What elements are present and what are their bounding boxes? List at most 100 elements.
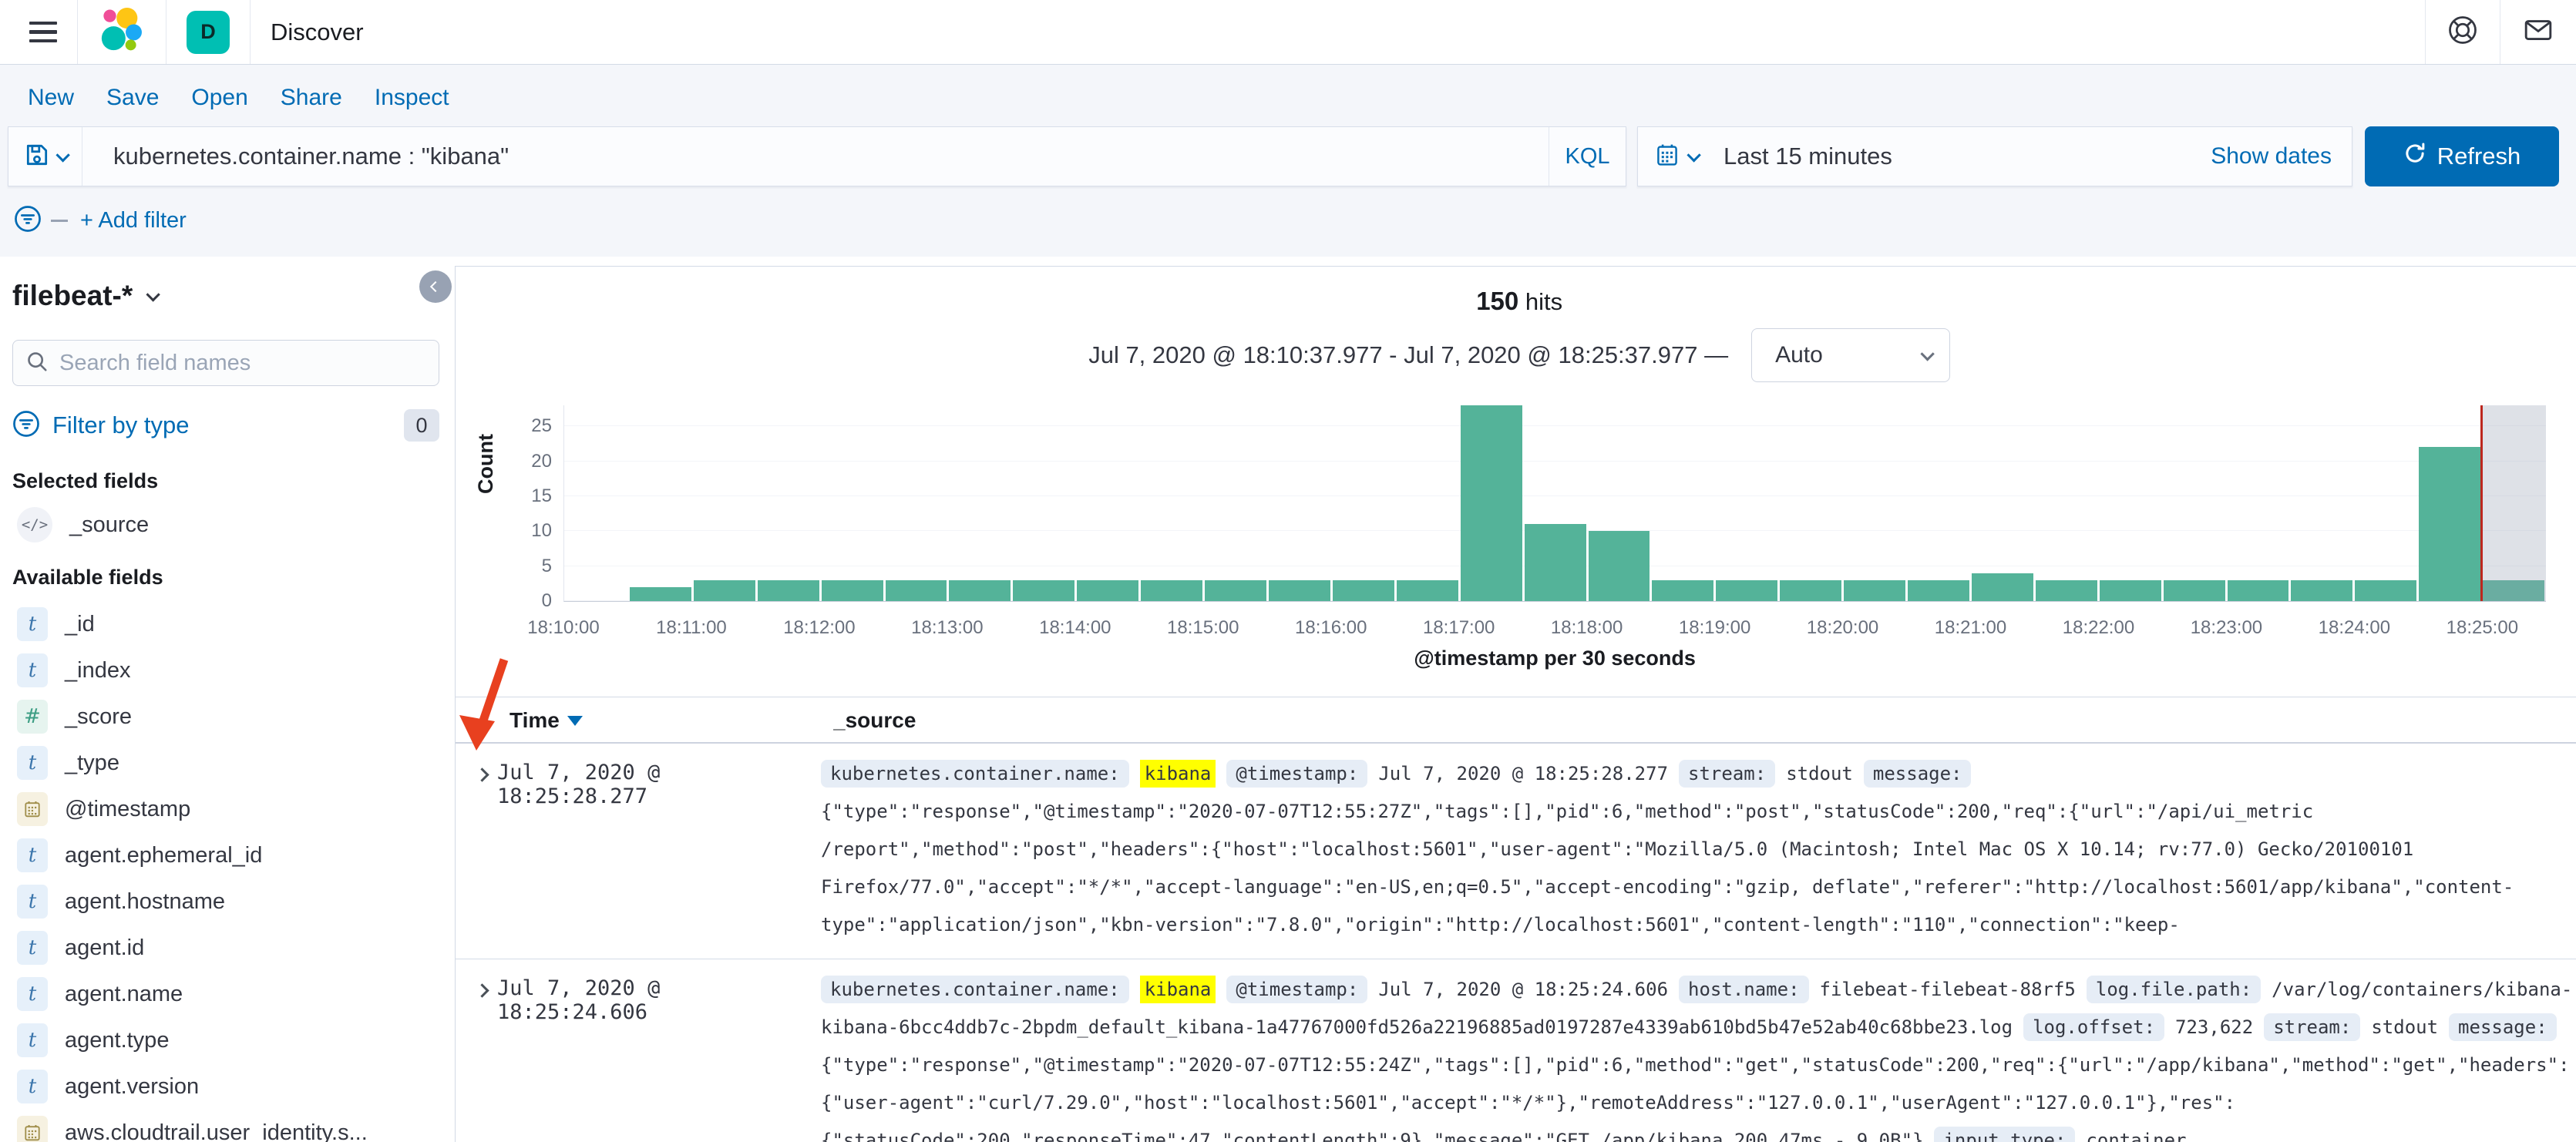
histogram-bar[interactable] xyxy=(949,579,1011,601)
histogram-bar[interactable] xyxy=(1205,579,1266,601)
field-item-_source[interactable]: </> _source xyxy=(12,507,439,542)
saved-query-menu-button[interactable] xyxy=(8,127,82,186)
histogram-bar[interactable] xyxy=(1524,524,1586,601)
field-value-text: Firefox/77.0","accept":"*/*","accept-lan… xyxy=(821,875,2514,898)
field-item-_score[interactable]: # _score xyxy=(12,699,439,734)
save-button[interactable]: Save xyxy=(106,85,160,110)
help-icon[interactable] xyxy=(2446,13,2480,51)
field-name-badge: kubernetes.container.name: xyxy=(821,759,1129,788)
source-column-header: _source xyxy=(833,708,916,732)
field-name-badge: input.type: xyxy=(1934,1126,2076,1142)
field-label: agent.name xyxy=(65,981,183,1006)
histogram-bar[interactable] xyxy=(1716,579,1778,601)
histogram-bar[interactable] xyxy=(1141,579,1203,601)
histogram-bar[interactable] xyxy=(757,579,819,601)
open-button[interactable]: Open xyxy=(191,85,248,110)
histogram-bar[interactable] xyxy=(1332,579,1394,601)
time-column-header[interactable]: Time xyxy=(509,708,583,733)
field-name-badge: stream: xyxy=(2264,1013,2361,1041)
field-item-agent.id[interactable]: t agent.id xyxy=(12,930,439,966)
search-field-names-input[interactable] xyxy=(59,350,426,376)
field-item-agent.type[interactable]: t agent.type xyxy=(12,1023,439,1058)
filter-by-type-button[interactable]: Filter by type 0 xyxy=(12,409,439,442)
field-label: _index xyxy=(65,657,131,683)
field-item-agent.name[interactable]: t agent.name xyxy=(12,976,439,1012)
table-row: Jul 7, 2020 @ 18:25:24.606 kubernetes.con… xyxy=(456,959,2576,1142)
x-tick-label: 18:18:00 xyxy=(1550,617,1623,638)
x-tick-label: 18:11:00 xyxy=(656,617,727,638)
field-item-aws.cloudtrail.user_identity.s...[interactable]: aws.cloudtrail.user_identity.s... xyxy=(12,1115,439,1142)
histogram-bar[interactable] xyxy=(2099,579,2161,601)
histogram-bar[interactable] xyxy=(2163,579,2225,601)
mail-icon[interactable] xyxy=(2521,12,2556,52)
field-item-_index[interactable]: t _index xyxy=(12,653,439,688)
field-label: agent.type xyxy=(65,1027,170,1053)
histogram-bar[interactable] xyxy=(1077,579,1139,601)
query-input[interactable]: kubernetes.container.name : "kibana" xyxy=(113,143,509,170)
date-field-icon xyxy=(17,1116,48,1142)
index-pattern-selector[interactable]: filebeat-* xyxy=(12,280,439,312)
histogram-bar[interactable] xyxy=(629,586,691,601)
expand-row-button[interactable] xyxy=(466,759,497,790)
histogram-plot[interactable]: 0 5 10 15 20 25 xyxy=(531,405,2547,611)
field-item-agent.version[interactable]: t agent.version xyxy=(12,1069,439,1104)
histogram-bar[interactable] xyxy=(2227,579,2289,601)
histogram-bar[interactable] xyxy=(885,579,947,601)
histogram-bar[interactable] xyxy=(2291,579,2353,601)
histogram-bar[interactable] xyxy=(1971,573,2033,601)
elastic-logo[interactable] xyxy=(98,6,146,58)
query-row: kubernetes.container.name : "kibana" KQL xyxy=(8,126,2559,186)
histogram-bar[interactable] xyxy=(2419,447,2481,601)
hits-count-line: 150 hits xyxy=(456,287,2576,316)
discover-menu: New Save Open Share Inspect xyxy=(0,77,2576,116)
filter-icon[interactable] xyxy=(14,205,42,237)
histogram-bar[interactable] xyxy=(821,579,883,601)
show-dates-button[interactable]: Show dates xyxy=(2211,143,2332,169)
field-value-text: {"statusCode":200,"responseTime":47,"con… xyxy=(821,1129,1924,1142)
field-item-agent.hostname[interactable]: t agent.hostname xyxy=(12,884,439,919)
histogram-bar[interactable] xyxy=(1460,405,1522,601)
histogram-bar[interactable] xyxy=(1268,579,1330,601)
x-tick-label: 18:15:00 xyxy=(1167,617,1239,638)
inspect-button[interactable]: Inspect xyxy=(374,85,449,110)
histogram-bar[interactable] xyxy=(1013,579,1075,601)
field-item-_id[interactable]: t _id xyxy=(12,606,439,642)
histogram-bar[interactable] xyxy=(1844,579,1906,601)
histogram-bar[interactable] xyxy=(1652,579,1714,601)
field-search-box xyxy=(12,340,439,386)
field-label: agent.id xyxy=(65,935,145,960)
histogram-bar[interactable] xyxy=(693,579,755,601)
histogram-bar[interactable] xyxy=(2483,579,2545,601)
filter-bar: + Add filter xyxy=(14,205,2576,237)
histogram-bar[interactable] xyxy=(1396,579,1458,601)
x-tick-label: 18:16:00 xyxy=(1295,617,1367,638)
string-field-icon: t xyxy=(17,838,48,872)
field-value-text: /report","method":"post","headers":{"hos… xyxy=(821,838,2414,860)
new-button[interactable]: New xyxy=(28,85,75,110)
histogram-bar[interactable] xyxy=(2355,579,2417,601)
histogram-bar[interactable] xyxy=(1588,531,1650,601)
hamburger-menu-icon[interactable] xyxy=(29,21,57,43)
field-item-_type[interactable]: t _type xyxy=(12,745,439,781)
x-axis-label: @timestamp per 30 seconds xyxy=(1414,647,1696,670)
query-language-button[interactable]: KQL xyxy=(1549,127,1626,186)
field-value-text: filebeat-filebeat-88rf5 xyxy=(1819,978,2076,1000)
field-item-@timestamp[interactable]: @timestamp xyxy=(12,791,439,827)
x-axis-ticks: 18:10:00 18:11:00 18:12:00 18:13:00 18:14:00… xyxy=(527,602,2546,643)
field-item-agent.ephemeral_id[interactable]: t agent.ephemeral_id xyxy=(12,838,439,873)
collapse-sidebar-button[interactable] xyxy=(419,270,452,303)
field-label: agent.ephemeral_id xyxy=(65,842,263,868)
expand-row-button[interactable] xyxy=(466,975,497,1006)
interval-select[interactable]: Auto xyxy=(1751,328,1951,382)
refresh-button[interactable]: Refresh xyxy=(2365,126,2559,186)
field-name-badge: kubernetes.container.name: xyxy=(821,975,1129,1003)
share-button[interactable]: Share xyxy=(280,85,342,110)
histogram-bar[interactable] xyxy=(2035,579,2097,601)
time-range-value[interactable]: Last 15 minutes xyxy=(1723,143,1892,170)
string-field-icon: t xyxy=(17,931,48,965)
add-filter-button[interactable]: + Add filter xyxy=(80,208,187,233)
histogram-bar[interactable] xyxy=(1908,579,1969,601)
histogram-bar[interactable] xyxy=(1780,579,1842,601)
string-field-icon: t xyxy=(17,977,48,1011)
date-quick-select-button[interactable] xyxy=(1638,127,1711,186)
